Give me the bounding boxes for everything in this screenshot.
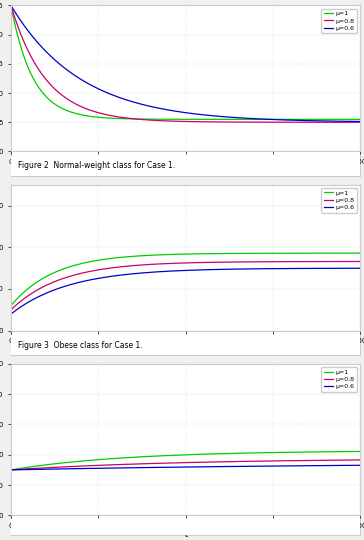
Legend: μ=1, μ=0.8, μ=0.6: μ=1, μ=0.8, μ=0.6 [321, 188, 357, 213]
X-axis label: t: t [184, 530, 187, 539]
Text: Figure 3  Obese class for Case 1.: Figure 3 Obese class for Case 1. [18, 341, 143, 349]
Text: Figure 2  Normal-weight class for Case 1.: Figure 2 Normal-weight class for Case 1. [18, 161, 175, 171]
X-axis label: t: t [184, 166, 187, 176]
X-axis label: t: t [184, 346, 187, 355]
Legend: μ=1, μ=0.8, μ=0.6: μ=1, μ=0.8, μ=0.6 [321, 9, 357, 33]
Legend: μ=1, μ=0.8, μ=0.6: μ=1, μ=0.8, μ=0.6 [321, 367, 357, 392]
